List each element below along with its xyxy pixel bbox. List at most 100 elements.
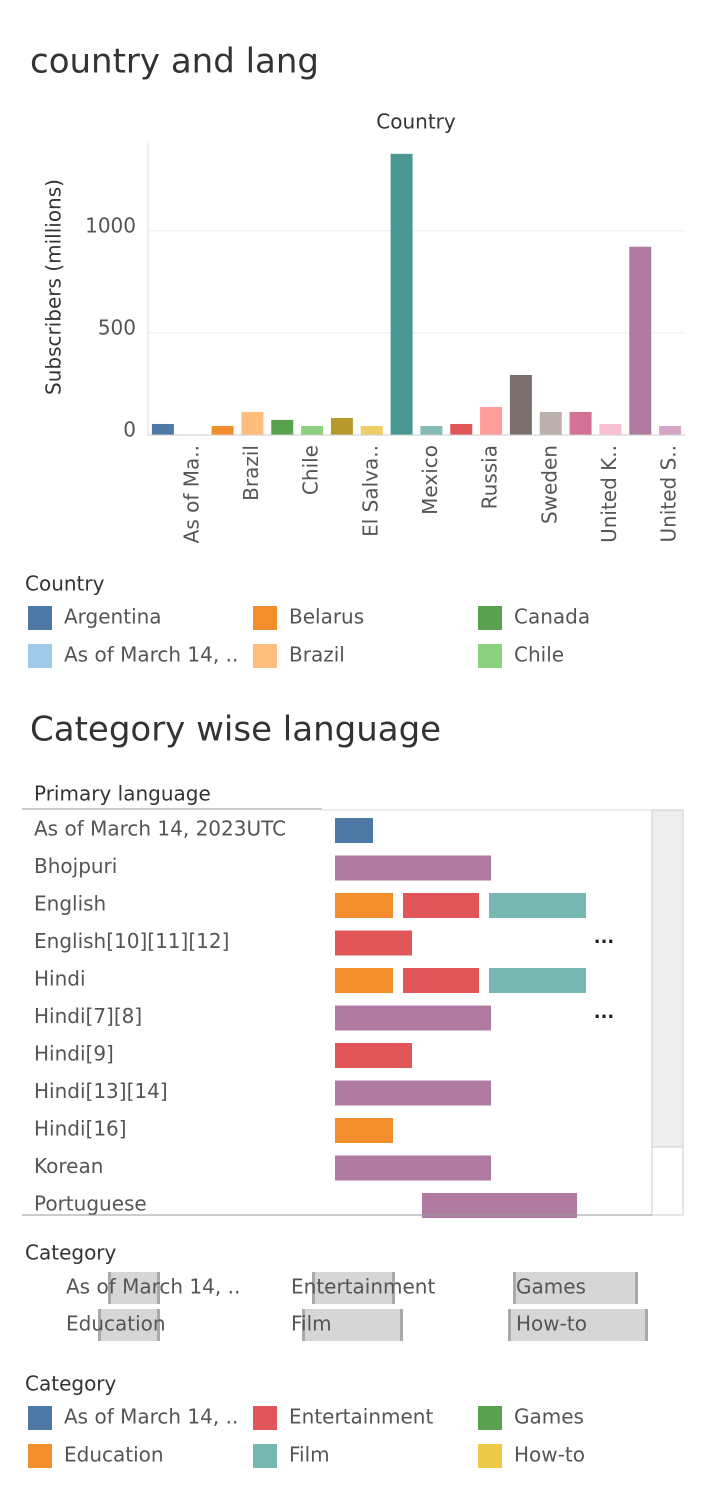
filter-handle: [157, 1272, 160, 1304]
bar-segment: [335, 1118, 393, 1143]
legend-swatch: [478, 606, 502, 630]
legend-title: Country: [25, 572, 105, 596]
legend-label: Canada: [514, 605, 590, 629]
filter-handle: [108, 1272, 111, 1304]
bar: [301, 426, 324, 435]
bar: [390, 153, 413, 435]
y-tick-label: 1000: [85, 213, 136, 237]
x-tick-label: Sweden: [537, 445, 561, 524]
row-label: English: [34, 892, 106, 916]
filter-handle: [302, 1309, 305, 1341]
bar-segment: [335, 1043, 412, 1068]
filter-item[interactable]: Education: [66, 1312, 166, 1336]
legend-label: How-to: [514, 1443, 585, 1467]
row-label: Hindi: [34, 967, 86, 991]
x-tick-label: Chile: [299, 445, 323, 495]
filter-item[interactable]: How-to: [516, 1312, 587, 1336]
legend-swatch: [478, 1444, 502, 1468]
y-tick-label: 0: [123, 418, 136, 442]
filter-item[interactable]: Games: [516, 1275, 586, 1299]
y-tick-label: 500: [98, 315, 136, 339]
legend-swatch: [478, 1406, 502, 1430]
bar: [480, 407, 503, 435]
legend-swatch: [28, 644, 52, 668]
bar: [241, 411, 264, 435]
column-header: Country: [376, 110, 456, 134]
legend-label: Brazil: [289, 643, 345, 667]
x-tick-label: United K..: [597, 445, 621, 543]
bar: [659, 426, 682, 435]
row-label: English[10][11][12]: [34, 929, 229, 953]
bar-segment: [335, 968, 393, 993]
x-tick-label: Mexico: [418, 445, 442, 515]
filter-item[interactable]: Entertainment: [291, 1275, 435, 1299]
x-tick-label: Brazil: [239, 445, 263, 501]
row-label: Hindi[13][14]: [34, 1079, 168, 1103]
chart-title: country and lang: [30, 42, 319, 82]
bar: [151, 423, 174, 435]
legend-label: Education: [64, 1443, 164, 1467]
legend-swatch: [253, 606, 277, 630]
row-label: Korean: [34, 1154, 103, 1178]
bar-segment: [335, 1080, 491, 1106]
row-label: Hindi[7][8]: [34, 1004, 142, 1028]
bar-segment: [489, 893, 586, 918]
legend-title: Category: [25, 1372, 117, 1396]
legend-swatch: [28, 1444, 52, 1468]
filter-handle: [392, 1272, 395, 1304]
bar-segment: [335, 930, 412, 956]
row-label: As of March 14, 2023UTC: [34, 817, 286, 841]
bar: [271, 419, 294, 435]
bar: [599, 423, 622, 435]
bar-segment: [403, 893, 479, 918]
filter-handle: [98, 1309, 101, 1341]
filter-item[interactable]: As of March 14, ..: [66, 1275, 240, 1299]
filter-handle: [513, 1272, 516, 1304]
bar-segment: [335, 1155, 491, 1181]
legend-label: Film: [289, 1443, 330, 1467]
filter-handle: [635, 1272, 638, 1304]
filter-range: [513, 1272, 638, 1304]
x-tick-label: United S..: [657, 445, 681, 542]
bar: [629, 246, 652, 435]
more-indicator: ···: [594, 932, 615, 953]
filter-handle: [508, 1309, 511, 1341]
legend-swatch: [28, 606, 52, 630]
legend-swatch: [28, 1406, 52, 1430]
row-label: Hindi[9]: [34, 1042, 114, 1066]
bar: [450, 423, 473, 435]
filter-item[interactable]: Film: [291, 1312, 332, 1336]
filter-handle: [645, 1309, 648, 1341]
bar-segment: [489, 968, 586, 993]
x-tick-label: As of Ma..: [179, 445, 203, 543]
bar-segment: [335, 818, 373, 843]
legend-label: Entertainment: [289, 1405, 433, 1429]
bar: [509, 374, 532, 435]
row-label: Hindi[16]: [34, 1117, 127, 1141]
chart-title: Category wise language: [30, 710, 441, 750]
bar: [211, 426, 234, 435]
filter-handle: [312, 1272, 315, 1304]
more-indicator: ···: [594, 1007, 615, 1028]
bar-segment: [403, 968, 479, 993]
bar: [330, 418, 353, 435]
legend-label: As of March 14, ..: [64, 1405, 238, 1429]
filter-range: [98, 1309, 160, 1341]
legend-label: As of March 14, ..: [64, 643, 238, 667]
bar: [539, 411, 562, 435]
row-label: Portuguese: [34, 1192, 147, 1216]
legend-swatch: [478, 644, 502, 668]
row-label: Bhojpuri: [34, 854, 117, 878]
filter-title: Category: [25, 1241, 117, 1265]
y-axis-title: Subscribers (millions): [42, 179, 66, 395]
legend-swatch: [253, 644, 277, 668]
filter-handle: [157, 1309, 160, 1341]
legend-label: Games: [514, 1405, 584, 1429]
x-tick-label: Russia: [478, 445, 502, 509]
filter-range: [302, 1309, 403, 1341]
row-header: Primary language: [34, 782, 211, 806]
bar-segment: [335, 855, 491, 881]
bar: [569, 411, 592, 435]
filter-range: [508, 1309, 648, 1341]
legend-label: Chile: [514, 643, 564, 667]
